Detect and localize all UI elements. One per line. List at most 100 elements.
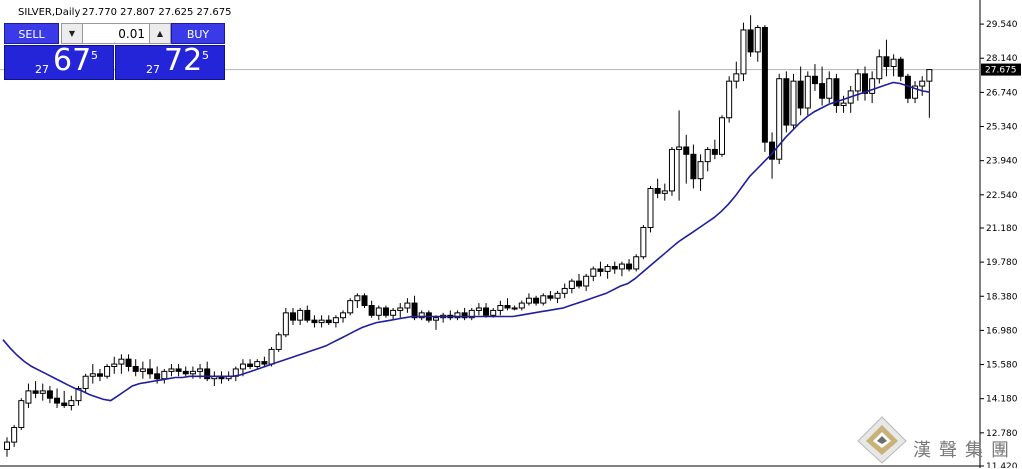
candle-body-down xyxy=(411,302,418,319)
price-tick-label: 22.540 xyxy=(986,191,1018,201)
candle-body-down xyxy=(611,266,618,270)
candle-body-up xyxy=(697,161,704,180)
candle-body-down xyxy=(125,358,132,367)
candle-body-up xyxy=(518,302,525,309)
candle xyxy=(375,305,382,321)
candle-body-up xyxy=(297,309,304,321)
candle-body-down xyxy=(61,402,68,407)
buy-button[interactable]: BUY xyxy=(171,23,225,44)
candle-body-down xyxy=(290,312,296,321)
sell-button[interactable]: SELL xyxy=(4,23,59,44)
candle-body-down xyxy=(54,397,61,404)
one-click-trading-panel: SELL ▼ ▲ BUY 27 67 5 27 72 5 xyxy=(4,23,225,80)
candle-body-up xyxy=(39,390,46,394)
candle xyxy=(354,293,361,308)
candle xyxy=(883,39,890,77)
candle-body-up xyxy=(912,85,919,99)
buy-price-button[interactable]: 27 72 5 xyxy=(115,43,225,80)
candle-body-down xyxy=(96,373,103,377)
candle-body-up xyxy=(740,29,747,75)
arrow-up-icon: ▲ xyxy=(156,29,164,38)
candle-body-up xyxy=(561,287,568,294)
candle-body-up xyxy=(197,368,204,372)
candle xyxy=(719,115,725,157)
candle-body-up xyxy=(676,146,683,150)
candle xyxy=(554,290,561,304)
price-tick-label: 23.940 xyxy=(986,157,1018,167)
buy-price-fraction: 5 xyxy=(202,49,209,62)
candle xyxy=(854,68,861,101)
candle xyxy=(504,298,511,311)
candle xyxy=(618,261,625,277)
candle xyxy=(776,73,783,165)
candle-body-up xyxy=(239,363,246,370)
candle-body-down xyxy=(626,263,633,270)
candle-body-down xyxy=(175,368,182,372)
candle-body-up xyxy=(583,275,590,287)
candle xyxy=(168,364,175,377)
candle xyxy=(182,366,189,377)
candle xyxy=(926,69,933,118)
candle-body-down xyxy=(368,305,375,316)
candle-body-up xyxy=(754,27,761,53)
current-price-tag-bg xyxy=(981,63,1021,76)
candle-body-up xyxy=(11,426,18,443)
price-tick-label: 21.180 xyxy=(986,224,1018,234)
candle xyxy=(139,361,146,379)
candle-body-up xyxy=(554,292,561,299)
candle xyxy=(68,395,75,411)
price-tick-label: 29.540 xyxy=(986,20,1018,30)
sell-price-button[interactable]: 27 67 5 xyxy=(4,43,114,80)
candle-body-up xyxy=(890,58,897,68)
candle-body-up xyxy=(726,80,733,119)
candle-body-up xyxy=(840,102,847,107)
lot-size-input[interactable] xyxy=(83,23,149,44)
sell-price-big-figure: 27 xyxy=(35,63,49,76)
lot-decrease-button[interactable]: ▼ xyxy=(61,23,83,44)
candle xyxy=(247,359,254,369)
candle-body-down xyxy=(247,363,254,367)
candle xyxy=(711,139,718,160)
candle-body-up xyxy=(540,295,547,304)
candle xyxy=(811,64,818,91)
candle-body-down xyxy=(154,373,161,380)
candle xyxy=(683,134,690,184)
candle xyxy=(533,295,540,306)
candles-layer xyxy=(4,15,933,457)
candle xyxy=(540,293,547,306)
candle xyxy=(254,359,261,369)
candle xyxy=(297,307,304,326)
candle xyxy=(82,373,89,394)
candle-body-up xyxy=(104,365,111,377)
candle-body-up xyxy=(525,297,532,304)
candle-body-down xyxy=(547,295,554,299)
sell-price-pips: 67 xyxy=(53,43,92,78)
candle-body-up xyxy=(111,363,118,367)
price-tick-label: 16.980 xyxy=(986,326,1018,336)
company-name: 漢聲集團 xyxy=(913,440,1017,461)
candle-body-down xyxy=(897,58,904,77)
price-tick-label: 15.580 xyxy=(986,361,1018,371)
candle-body-up xyxy=(404,302,411,309)
candle xyxy=(690,144,697,189)
candle-body-down xyxy=(361,295,368,307)
candle-body-down xyxy=(819,83,826,99)
candle xyxy=(640,225,647,260)
candle-body-up xyxy=(354,295,361,302)
current-price-label: 27.675 xyxy=(985,66,1017,76)
candle xyxy=(61,390,68,408)
candle-body-up xyxy=(433,317,439,321)
candle xyxy=(125,354,132,372)
candle-body-up xyxy=(604,266,611,272)
candle xyxy=(361,293,368,308)
moving-average-line xyxy=(2,81,930,402)
candle-body-up xyxy=(568,280,575,289)
candle-body-up xyxy=(776,78,783,160)
candle-body-up xyxy=(719,117,725,155)
candle xyxy=(318,315,325,328)
candle-body-down xyxy=(311,319,318,324)
candle-body-up xyxy=(418,312,425,319)
candle xyxy=(46,386,53,404)
lot-increase-button[interactable]: ▲ xyxy=(149,23,171,44)
candle-body-up xyxy=(82,375,89,389)
